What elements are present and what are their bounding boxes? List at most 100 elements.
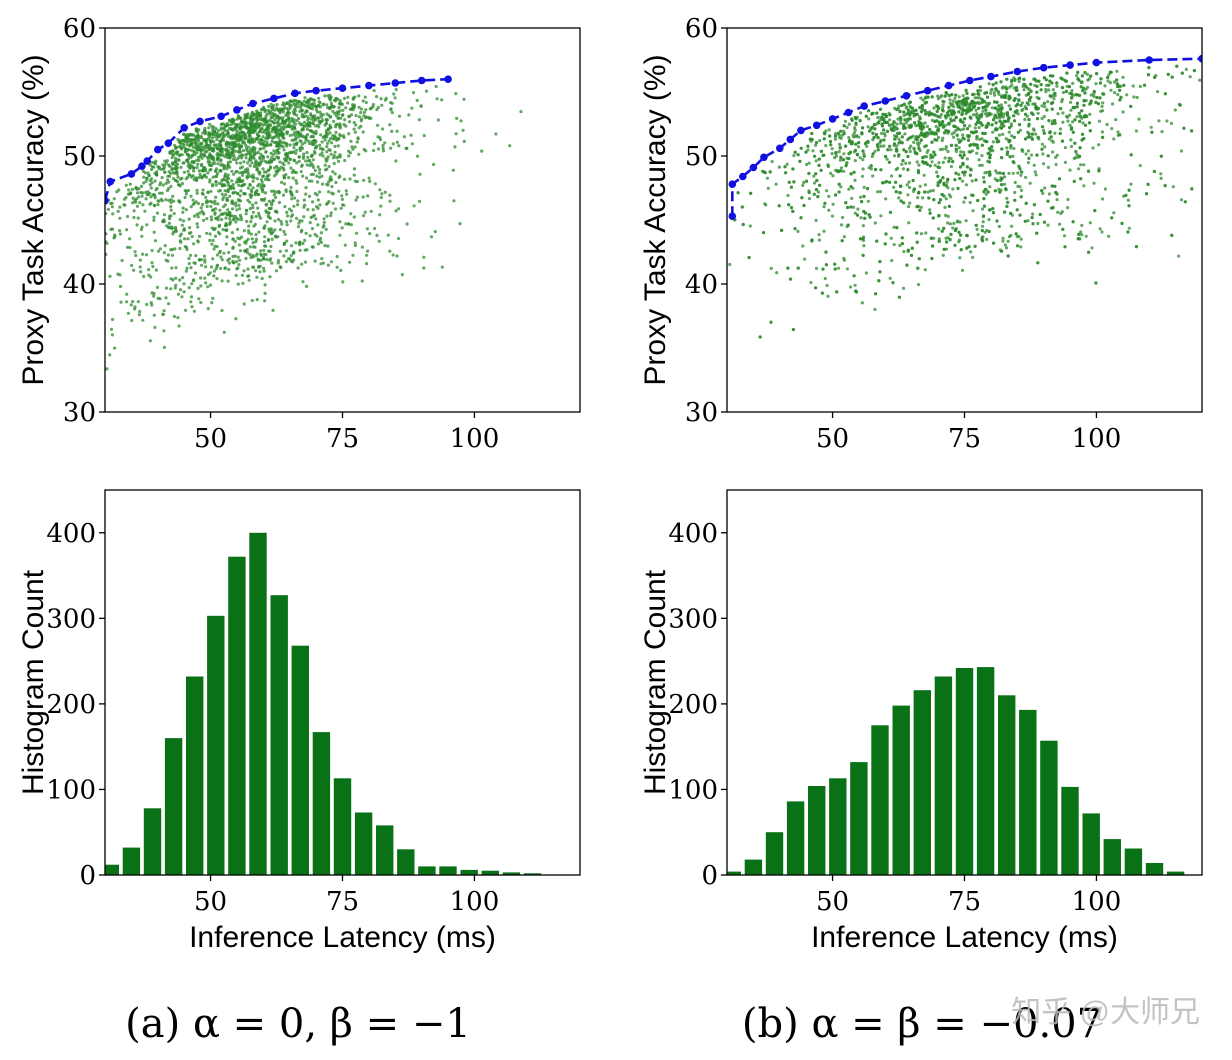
pareto-frontier-marker — [164, 139, 173, 147]
scatter-point — [837, 150, 841, 154]
scatter-point — [1013, 78, 1017, 83]
scatter-point — [295, 181, 299, 185]
scatter-point — [1033, 102, 1037, 106]
scatter-point — [351, 147, 355, 151]
scatter-point — [228, 217, 232, 221]
scatter-point — [359, 111, 363, 115]
scatter-point — [278, 138, 282, 143]
scatter-point — [267, 215, 271, 219]
scatter-point — [243, 132, 247, 137]
scatter-point — [240, 156, 244, 160]
scatter-point — [221, 212, 225, 216]
scatter-point — [883, 120, 887, 124]
scatter-point — [144, 179, 148, 183]
scatter-point — [259, 122, 263, 126]
scatter-point — [116, 209, 120, 213]
scatter-point — [853, 126, 857, 130]
scatter-point — [1118, 133, 1122, 137]
scatter-point — [839, 129, 843, 133]
scatter-point — [859, 111, 863, 115]
scatter-point — [141, 252, 145, 256]
scatter-point — [271, 199, 275, 203]
scatter-point — [1159, 172, 1163, 176]
scatter-point — [935, 109, 939, 113]
scatter-point — [253, 222, 257, 226]
scatter-point — [111, 317, 115, 322]
scatter-point — [230, 179, 234, 183]
scatter-point — [987, 101, 991, 105]
scatter-point — [174, 170, 179, 174]
scatter-point — [204, 201, 208, 205]
scatter-point — [276, 151, 280, 155]
scatter-point — [210, 154, 214, 158]
scatter-point — [833, 267, 837, 271]
scatter-point — [256, 125, 260, 129]
scatter-point — [247, 224, 251, 228]
scatter-point — [295, 216, 299, 220]
scatter-point — [218, 223, 222, 227]
scatter-point — [999, 111, 1003, 115]
scatter-point — [960, 179, 965, 183]
scatter-point — [880, 131, 884, 135]
scatter-point — [272, 193, 276, 197]
scatter-point — [944, 197, 948, 201]
scatter-point — [187, 286, 191, 290]
scatter-point — [264, 244, 268, 248]
scatter-point — [394, 87, 398, 92]
scatter-point — [1182, 126, 1186, 130]
scatter-point — [954, 100, 959, 104]
scatter-point — [335, 254, 339, 259]
scatter-point — [1127, 188, 1131, 192]
scatter-point — [787, 180, 791, 184]
scatter-point — [935, 104, 940, 108]
scatter-point — [799, 146, 803, 150]
scatter-point — [1005, 111, 1009, 115]
scatter-point — [1001, 132, 1005, 136]
scatter-point — [1000, 183, 1004, 187]
scatter-point — [213, 244, 217, 248]
scatter-point — [878, 190, 883, 194]
scatter-point — [356, 137, 360, 141]
scatter-point — [1097, 169, 1101, 173]
scatter-point — [219, 147, 223, 151]
scatter-point — [277, 217, 281, 222]
scatter-point — [185, 158, 189, 162]
scatter-point — [862, 185, 866, 189]
scatter-point — [285, 239, 289, 243]
scatter-point — [277, 118, 281, 122]
scatter-point — [142, 274, 146, 279]
scatter-point — [214, 180, 218, 184]
scatter-point — [948, 98, 952, 102]
scatter-point — [220, 258, 224, 262]
scatter-point — [1040, 189, 1044, 193]
scatter-point — [298, 219, 302, 223]
scatter-point — [304, 186, 308, 190]
scatter-point — [118, 229, 122, 233]
scatter-point — [892, 125, 896, 129]
scatter-point — [798, 159, 802, 163]
scatter-point — [1018, 128, 1023, 132]
scatter-point — [990, 106, 994, 110]
scatter-point — [269, 102, 273, 106]
scatter-point — [249, 232, 253, 236]
scatter-point — [178, 239, 182, 243]
scatter-point — [947, 159, 951, 163]
scatter-point — [983, 131, 987, 136]
scatter-point — [205, 217, 209, 221]
scatter-point — [318, 110, 322, 114]
scatter-point — [860, 301, 865, 305]
scatter-point — [118, 232, 122, 236]
scatter-point — [149, 195, 153, 199]
scatter-point — [915, 240, 919, 244]
scatter-point — [169, 171, 173, 175]
scatter-point — [939, 95, 943, 99]
scatter-point — [1061, 111, 1065, 115]
scatter-point — [372, 148, 376, 153]
scatter-point — [325, 103, 329, 107]
scatter-point — [351, 97, 355, 101]
plot-area — [105, 75, 523, 371]
scatter-point — [799, 216, 803, 220]
scatter-point — [333, 207, 338, 211]
scatter-point — [322, 220, 326, 224]
